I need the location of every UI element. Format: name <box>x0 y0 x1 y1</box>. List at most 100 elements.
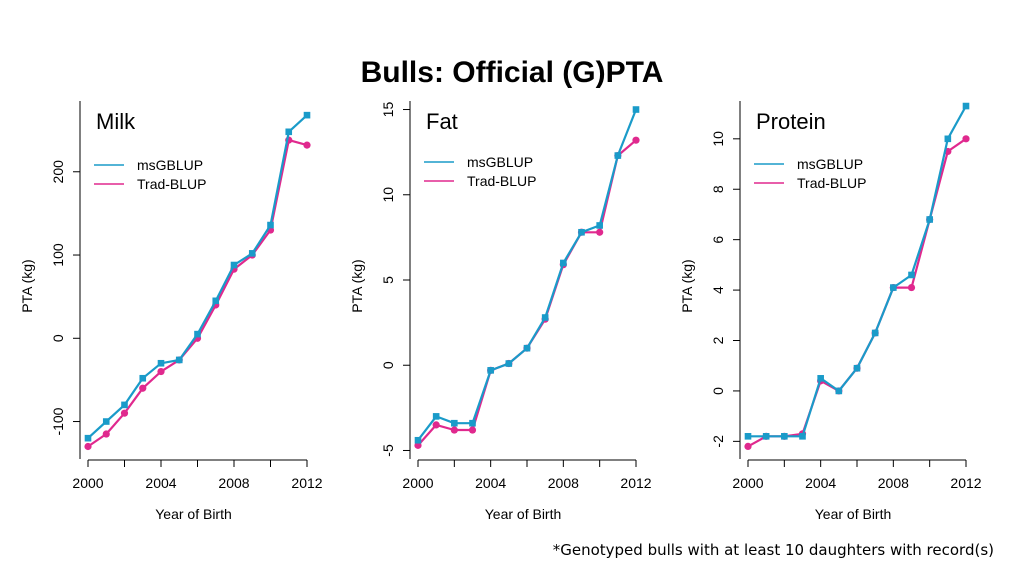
point-msgblup <box>285 128 293 136</box>
y-tick-label: 4 <box>710 286 726 294</box>
point-msgblup <box>762 433 770 440</box>
x-axis-title: Year of Birth <box>485 506 562 522</box>
point-msgblup <box>817 375 824 382</box>
y-tick-label: 10 <box>380 187 396 203</box>
legend-label: Trad-BLUP <box>797 175 867 191</box>
chart-title: Fat <box>426 109 458 134</box>
y-axis-title: PTA (kg) <box>679 259 695 312</box>
point-msgblup <box>121 401 128 409</box>
point-trad-blup <box>84 442 92 451</box>
legend-label: Trad-BLUP <box>137 176 207 192</box>
point-msgblup <box>962 102 970 110</box>
footnote: *Genotyped bulls with at least 10 daught… <box>552 541 994 559</box>
legend-label: msGBLUP <box>797 156 863 172</box>
point-msgblup <box>871 329 879 337</box>
y-axis-title: PTA (kg) <box>19 259 35 312</box>
x-tick-label: 2008 <box>878 475 909 491</box>
y-tick-label: 0 <box>380 361 396 369</box>
x-tick-label: 2004 <box>805 475 836 491</box>
point-msgblup <box>432 413 440 420</box>
slide-title: Bulls: Official (G)PTA <box>360 56 664 89</box>
point-msgblup <box>102 418 110 425</box>
point-msgblup <box>944 135 952 143</box>
point-msgblup <box>175 356 183 364</box>
point-msgblup <box>469 419 476 427</box>
point-msgblup <box>303 111 311 119</box>
point-msgblup <box>614 152 622 159</box>
y-tick-label: 100 <box>50 243 66 267</box>
point-trad-blup <box>632 136 640 144</box>
point-trad-blup <box>303 141 311 149</box>
point-msgblup <box>578 228 585 236</box>
x-tick-label: 2012 <box>291 475 322 491</box>
chart-title: Milk <box>96 109 136 134</box>
y-tick-label: -5 <box>380 444 396 457</box>
point-trad-blup <box>744 442 752 450</box>
point-trad-blup <box>468 426 477 434</box>
point-trad-blup <box>962 135 970 143</box>
legend-label: msGBLUP <box>137 157 203 173</box>
point-msgblup <box>853 364 861 372</box>
y-tick-label: 200 <box>50 160 66 184</box>
point-msgblup <box>541 314 549 321</box>
y-tick-label: 0 <box>710 387 726 395</box>
y-axis-title: PTA (kg) <box>349 259 365 312</box>
point-msgblup <box>414 436 422 444</box>
legend-label: msGBLUP <box>467 154 533 170</box>
point-msgblup <box>139 374 147 382</box>
y-tick-label: 6 <box>710 236 726 244</box>
point-msgblup <box>212 297 220 305</box>
chart-title: Protein <box>756 109 826 134</box>
point-trad-blup <box>450 426 458 434</box>
point-trad-blup <box>120 409 129 417</box>
legend-label: Trad-BLUP <box>467 173 537 189</box>
y-tick-label: 0 <box>50 334 66 342</box>
point-msgblup <box>560 259 567 267</box>
y-tick-label: 15 <box>380 102 396 118</box>
point-msgblup <box>908 271 915 279</box>
y-tick-label: 5 <box>380 276 396 284</box>
point-msgblup <box>835 387 843 395</box>
chart-panel-fat: -5 0 5 10 15 2000 2004 2008 2012 Year of Birth PTA… <box>349 101 652 522</box>
y-tick-label: -100 <box>50 407 66 435</box>
x-tick-label: 2000 <box>732 475 763 491</box>
x-tick-label: 2000 <box>402 475 433 491</box>
point-msgblup <box>84 434 92 442</box>
point-msgblup <box>157 359 165 367</box>
point-msgblup <box>194 330 201 338</box>
x-tick-label: 2012 <box>620 475 651 491</box>
x-tick-label: 2012 <box>950 475 981 491</box>
y-tick-label: -2 <box>710 435 726 448</box>
point-msgblup <box>890 284 897 291</box>
point-msgblup <box>505 360 513 367</box>
point-msgblup <box>451 419 458 427</box>
x-tick-label: 2008 <box>218 475 249 491</box>
point-msgblup <box>744 433 752 440</box>
y-tick-label: 8 <box>710 185 726 193</box>
point-trad-blup <box>432 421 440 429</box>
point-msgblup <box>781 433 788 440</box>
point-trad-blup <box>414 441 422 449</box>
point-trad-blup <box>907 283 916 292</box>
y-tick-label: 10 <box>710 131 726 147</box>
point-msgblup <box>799 433 806 440</box>
chart-panel-protein: -2 0 2 4 6 8 10 2000 2004 2008 2012 Year of Birth PT… <box>679 101 982 522</box>
x-axis-title: Year of Birth <box>155 506 232 522</box>
x-tick-label: 2000 <box>72 475 103 491</box>
point-msgblup <box>230 261 238 269</box>
point-trad-blup <box>157 367 165 376</box>
x-tick-label: 2004 <box>475 475 506 491</box>
point-msgblup <box>926 216 933 223</box>
point-msgblup <box>487 367 494 374</box>
x-axis-title: Year of Birth <box>815 506 892 522</box>
x-tick-label: 2004 <box>145 475 176 491</box>
y-tick-label: 2 <box>710 336 726 344</box>
point-trad-blup <box>596 228 604 236</box>
point-msgblup <box>596 222 603 229</box>
point-trad-blup <box>102 430 110 438</box>
point-trad-blup <box>139 384 147 392</box>
point-msgblup <box>523 344 531 352</box>
chart-panel-milk: -100 0 100 200 2000 2004 2008 2012 Year of Birth… <box>19 101 323 522</box>
point-msgblup <box>248 250 256 257</box>
